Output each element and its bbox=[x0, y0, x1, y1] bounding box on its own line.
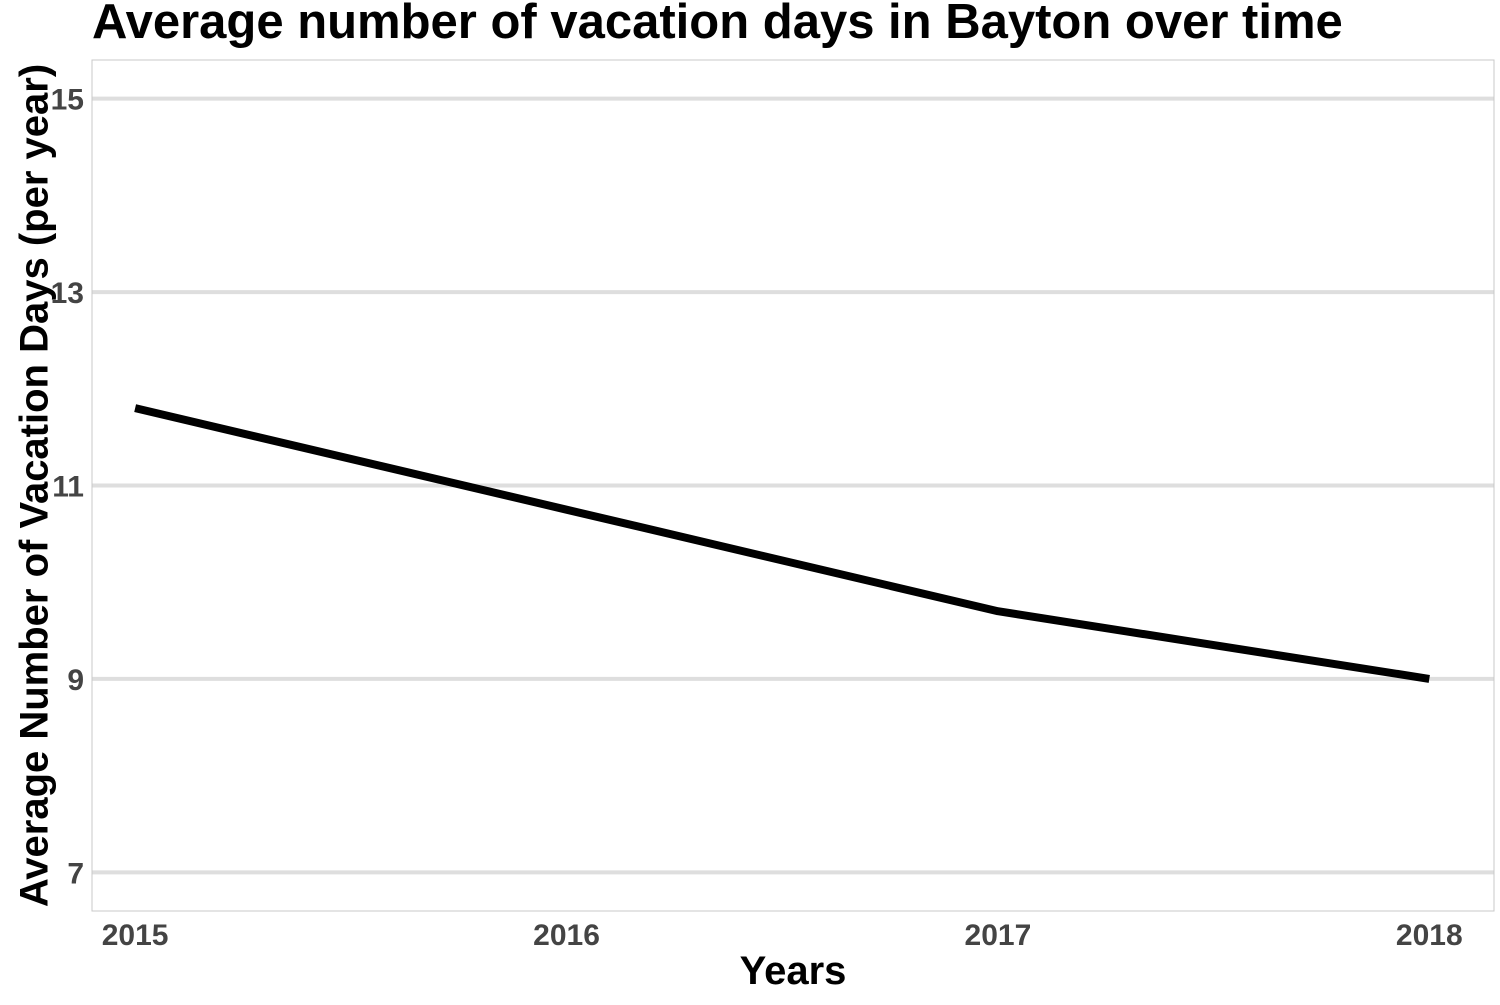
x-tick-label-2015: 2015 bbox=[102, 919, 169, 952]
y-tick-label-13: 13 bbox=[51, 277, 84, 310]
y-tick-label-9: 9 bbox=[67, 664, 84, 697]
chart-title: Average number of vacation days in Bayto… bbox=[92, 0, 1343, 49]
y-tick-label-11: 11 bbox=[52, 471, 84, 504]
plot-panel-border bbox=[91, 59, 1495, 912]
x-tick-label-2017: 2017 bbox=[965, 919, 1032, 952]
x-tick-label-2018: 2018 bbox=[1396, 919, 1463, 952]
y-tick-label-15: 15 bbox=[51, 84, 84, 117]
y-axis-label: Average Number of Vacation Days (per yea… bbox=[13, 64, 57, 907]
x-tick-label-2016: 2016 bbox=[533, 919, 600, 952]
x-axis-label: Years bbox=[740, 949, 847, 993]
y-tick-label-7: 7 bbox=[67, 857, 84, 890]
series-line-0 bbox=[134, 404, 1430, 683]
